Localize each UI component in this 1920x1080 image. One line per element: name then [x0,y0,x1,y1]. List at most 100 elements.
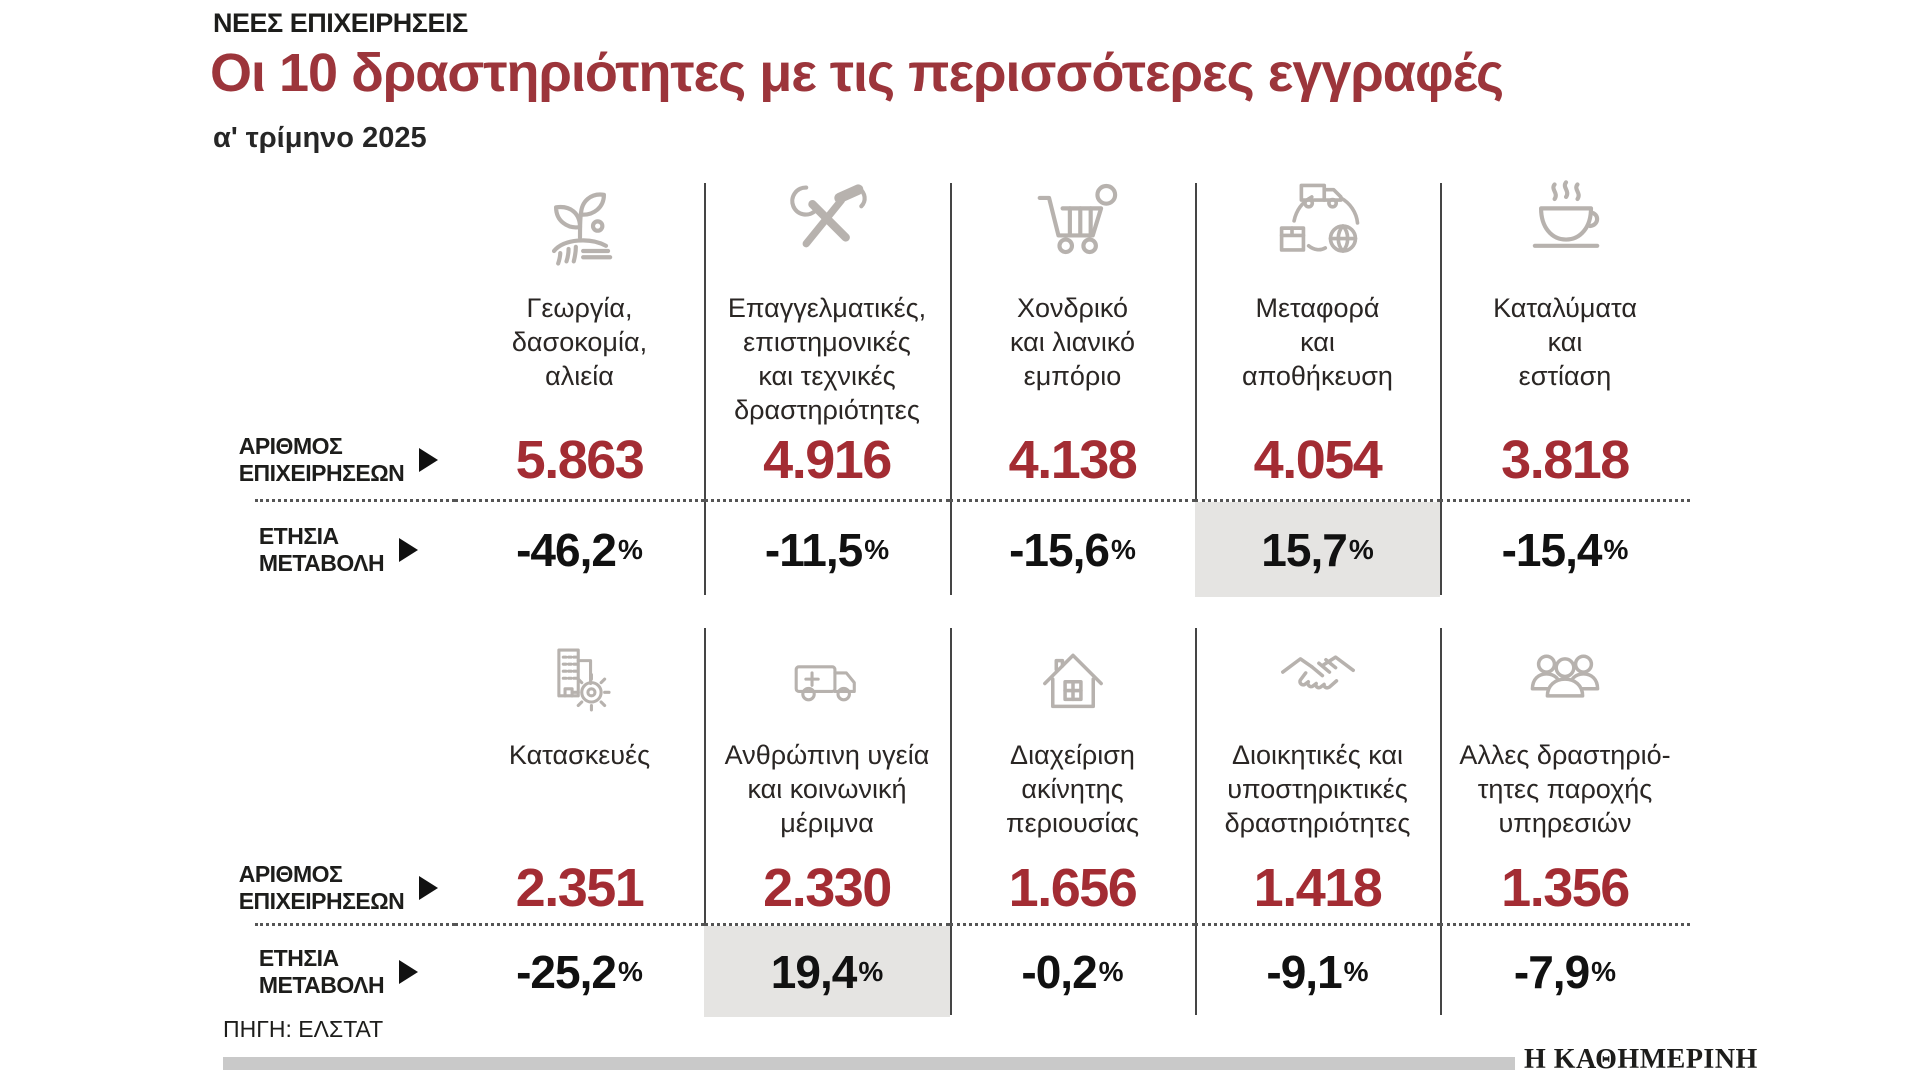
businesses-count-cell: 2.330 [704,853,950,926]
annual-change: -7,9 [1513,945,1590,998]
count-row-label-cell: ΑΡΙΘΜΟΣ ΕΠΙΧΕΙΡΗΣΕΩΝ [239,853,455,926]
column-divider [1440,183,1442,595]
annual-change-cell: -7,9% [1440,926,1690,1017]
percent-sign: % [1110,533,1136,565]
gutter [255,732,455,853]
footer-divider-bar [223,1057,1515,1070]
change-row-label: ΕΤΗΣΙΑ ΜΕΤΑΒΟΛΗ [259,523,419,577]
logistics-icon [1279,183,1359,253]
column-divider [1440,628,1442,1015]
column-divider [1195,628,1197,1015]
page-title: Οι 10 δραστηριότητες με τις περισσότερες… [210,43,1504,103]
annual-change: -25,2 [516,945,617,998]
count-row-label-text: ΑΡΙΘΜΟΣ ΕΠΙΧΕΙΡΗΣΕΩΝ [238,432,405,486]
people-icon [1530,654,1600,698]
construction-icon [556,648,611,712]
annual-change: -11,5 [764,523,863,576]
handshake-icon [1280,655,1355,690]
category-label-cell: Επαγγελματικές, επιστημονικές και τεχνικ… [704,285,950,425]
category-label-cell: Αλλες δραστηριό- τητες παροχής υπηρεσιών [1440,732,1690,853]
source-note: ΠΗΓΗ: ΕΛΣΤΑΤ [223,1016,384,1042]
category-icon-cell [1440,620,1690,732]
change-row-label-cell: ΕΤΗΣΙΑ ΜΕΤΑΒΟΛΗ [255,502,455,597]
arrow-icon [399,537,419,562]
arrow-icon [419,876,439,900]
arrow-icon [419,447,439,472]
gutter [255,165,455,285]
count-row-label: ΑΡΙΘΜΟΣ ΕΠΙΧΕΙΡΗΣΕΩΝ [239,433,439,487]
businesses-count: 5.863 [515,429,645,490]
change-row-label-cell: ΕΤΗΣΙΑ ΜΕΤΑΒΟΛΗ [255,926,455,1017]
category-icon-cell [704,620,950,732]
cart-icon [1037,183,1117,255]
arrow-icon [399,959,419,984]
change-row-label: ΕΤΗΣΙΑ ΜΕΤΑΒΟΛΗ [258,944,419,999]
businesses-count: 4.054 [1253,429,1383,490]
percent-sign: % [1343,955,1369,987]
businesses-count: 1.356 [1501,858,1630,918]
businesses-count: 4.916 [763,429,892,490]
annual-change-cell: -46,2% [455,502,704,597]
subtitle: α' τρίμηνο 2025 [213,122,427,154]
businesses-count-cell: 1.356 [1440,853,1690,926]
annual-change: -15,4 [1501,523,1603,576]
annual-change-cell-highlighted: 15,7% [1195,502,1440,597]
annual-change: -46,2 [516,523,617,576]
category-label-cell: Ανθρώπινη υγεία και κοινωνική μέριμνα [704,732,950,853]
businesses-count: 4.138 [1008,429,1138,490]
category-label: Αλλες δραστηριό- τητες παροχής υπηρεσιών [1459,740,1671,838]
category-label: Γεωργία, δασοκομία, αλιεία [511,293,648,391]
annual-change-cell: -25,2% [455,926,704,1017]
annual-change-cell-highlighted: 19,4% [704,926,950,1017]
house-icon [1042,653,1103,709]
annual-change: -15,6 [1009,523,1110,576]
category-label: Κατασκευές [508,740,651,770]
annual-change-cell: -15,6% [950,502,1195,597]
category-icon-cell [455,620,704,732]
businesses-count-cell: 3.818 [1440,420,1690,502]
businesses-count-cell: 4.138 [950,420,1195,502]
businesses-count-cell: 4.054 [1195,420,1440,502]
bottom-section: Κατασκευές Ανθρώπινη υγεία και κοινωνική… [239,620,1690,1017]
businesses-count: 2.351 [515,858,645,918]
percent-sign: % [864,533,890,565]
agriculture-icon [551,192,612,266]
column-divider [950,628,952,1015]
percent-sign: % [1591,955,1617,987]
category-label-cell: Διοικητικές και υποστηρικτικές δραστηριό… [1195,732,1440,853]
gutter [255,285,455,420]
category-icon-cell [950,620,1195,732]
percent-sign: % [1348,533,1374,565]
annual-change: 19,4 [770,945,858,998]
count-row-label-text: ΑΡΙΘΜΟΣ ΕΠΙΧΕΙΡΗΣΕΩΝ [238,861,405,914]
businesses-count-cell: 5.863 [455,420,704,502]
category-icon-cell [1195,620,1440,732]
annual-change: -0,2 [1021,945,1097,998]
category-icon-cell [1195,165,1440,285]
annual-change-cell: -0,2% [950,926,1195,1017]
percent-sign: % [858,955,884,987]
column-divider [950,183,952,595]
column-divider [704,183,706,595]
businesses-count: 1.418 [1253,858,1383,918]
tools-icon [790,184,867,248]
annual-change-cell: -15,4% [1440,502,1690,597]
category-label: Διαχείριση ακίνητης περιουσίας [1005,740,1140,838]
top-section: Γεωργία, δασοκομία, αλιεία Επαγγελματικέ… [239,165,1690,597]
change-row-label-text: ΕΤΗΣΙΑ ΜΕΤΑΒΟΛΗ [258,944,385,998]
businesses-count-cell: 1.418 [1195,853,1440,926]
percent-sign: % [1603,533,1629,565]
category-label-cell: Καταλύματα και εστίαση [1440,285,1690,420]
newspaper-logo: Η ΚΑΘΗΜΕΡΙΝΗ [1524,1044,1758,1075]
percent-sign: % [1098,955,1124,987]
category-icon-cell [455,165,704,285]
businesses-count-cell: 2.351 [455,853,704,926]
count-row-label-cell: ΑΡΙΘΜΟΣ ΕΠΙΧΕΙΡΗΣΕΩΝ [239,420,455,502]
category-icon-cell [1440,165,1690,285]
ambulance-icon [794,665,856,702]
category-icon-cell [950,165,1195,285]
coffee-icon [1532,180,1600,248]
category-label-cell: Κατασκευές [455,732,704,853]
category-label-cell: Γεωργία, δασοκομία, αλιεία [455,285,704,420]
category-label-cell: Μεταφορά και αποθήκευση [1195,285,1440,420]
